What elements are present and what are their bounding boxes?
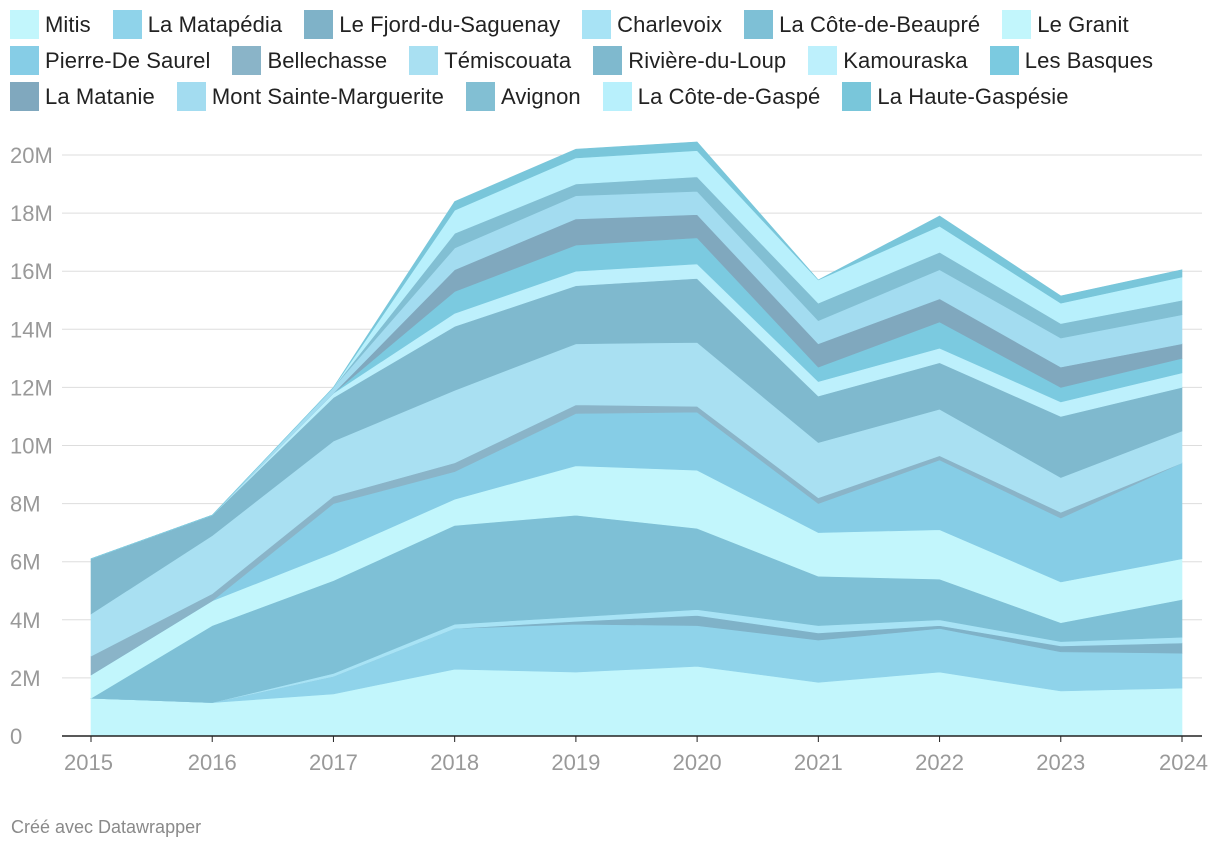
legend-label: Mitis — [45, 11, 91, 37]
y-tick-label: 0 — [10, 724, 22, 749]
legend-label: La Matanie — [45, 83, 155, 109]
legend-label: Bellechasse — [267, 47, 388, 73]
y-tick-label: 2M — [10, 666, 41, 691]
legend-swatch — [232, 46, 262, 75]
legend-label: Témiscouata — [444, 47, 572, 73]
legend-swatch — [465, 82, 495, 111]
legend-label: Pierre-De Saurel — [45, 47, 211, 73]
x-tick-label: 2018 — [430, 750, 479, 775]
legend-swatch — [808, 46, 838, 75]
x-tick-label: 2023 — [1036, 750, 1085, 775]
legend-item-la-matapedia: La Matapédia — [112, 10, 283, 39]
legend-item-bellechasse: Bellechasse — [232, 46, 387, 75]
y-tick-label: 18M — [10, 201, 53, 226]
legend-item-pierre-de-saurel: Pierre-De Saurel — [10, 46, 210, 75]
y-tick-label: 8M — [10, 492, 41, 517]
x-tick-label: 2019 — [551, 750, 600, 775]
legend-swatch — [744, 10, 774, 39]
legend-swatch — [10, 46, 39, 75]
legend-item-riviere-du-loup: Rivière-du-Loup — [593, 46, 786, 75]
legend-swatch — [10, 10, 39, 39]
legend-item-la-matanie: La Matanie — [10, 82, 155, 111]
legend-label: La Côte-de-Gaspé — [637, 83, 821, 109]
x-tick-label: 2020 — [673, 750, 722, 775]
legend-item-le-fjord-du-saguenay: Le Fjord-du-Saguenay — [304, 10, 560, 39]
legend-swatch — [10, 82, 39, 111]
legend-item-la-haute-gaspesie: La Haute-Gaspésie — [842, 82, 1069, 111]
legend-swatch — [112, 10, 142, 39]
legend-label: Charlevoix — [617, 11, 723, 37]
area-series — [89, 141, 1183, 737]
legend-swatch — [582, 10, 612, 39]
footer-credit: Créé avec Datawrapper — [11, 817, 202, 837]
legend-label: Mont Sainte-Marguerite — [211, 83, 444, 109]
x-tick-label: 2017 — [309, 750, 358, 775]
legend-swatch — [409, 46, 439, 75]
legend-item-le-granit: Le Granit — [1002, 10, 1129, 39]
x-tick-label: 2021 — [794, 750, 843, 775]
x-tick-label: 2015 — [64, 750, 113, 775]
legend-item-les-basques: Les Basques — [989, 46, 1154, 75]
legend-swatch — [593, 46, 623, 75]
legend-item-avignon: Avignon — [465, 82, 581, 111]
y-tick-label: 4M — [10, 608, 41, 633]
legend-swatch — [842, 82, 872, 111]
legend-item-la-cote-de-gaspe: La Côte-de-Gaspé — [602, 82, 821, 111]
legend-item-temiscouata: Témiscouata — [409, 46, 571, 75]
legend-label: Rivière-du-Loup — [628, 47, 787, 73]
legend-label: Kamouraska — [843, 47, 968, 73]
legend-swatch — [1002, 10, 1032, 39]
y-tick-label: 6M — [10, 550, 41, 575]
x-tick-label: 2022 — [915, 750, 964, 775]
axes: 0 2M 4M 6M 8M 10M 12M 14M 16M 18M 20M 2015 2016 2017 2… — [10, 143, 1208, 775]
legend-label: La Haute-Gaspésie — [877, 83, 1069, 109]
legend-label: La Matapédia — [147, 11, 283, 37]
legend-label: Le Fjord-du-Saguenay — [339, 11, 561, 37]
legend-item-mitis: Mitis — [10, 10, 91, 39]
legend-label: Les Basques — [1024, 47, 1154, 73]
legend: Mitis La Matapédia Le Fjord-du-Saguenay Cha… — [10, 10, 1215, 111]
y-tick-label: 20M — [10, 143, 53, 168]
legend-item-kamouraska: Kamouraska — [808, 46, 968, 75]
legend-swatch — [989, 46, 1019, 75]
legend-label: Avignon — [500, 83, 581, 109]
y-tick-label: 10M — [10, 434, 53, 459]
y-tick-label: 16M — [10, 259, 53, 284]
y-tick-label: 14M — [10, 317, 53, 342]
legend-item-mont-sainte-marguerite: Mont Sainte-Marguerite — [176, 82, 444, 111]
legend-swatch — [602, 82, 632, 111]
x-tick-label: 2024 — [1159, 750, 1208, 775]
legend-item-la-cote-de-beaupre: La Côte-de-Beaupré — [744, 10, 980, 39]
legend-label: La Côte-de-Beaupré — [779, 11, 981, 37]
legend-label: Le Granit — [1037, 11, 1129, 37]
area-la-haute-gaspesie — [90, 141, 1183, 560]
legend-swatch — [176, 82, 206, 111]
y-tick-label: 12M — [10, 375, 53, 400]
legend-item-charlevoix: Charlevoix — [582, 10, 722, 39]
legend-swatch — [304, 10, 334, 39]
x-tick-label: 2016 — [188, 750, 237, 775]
